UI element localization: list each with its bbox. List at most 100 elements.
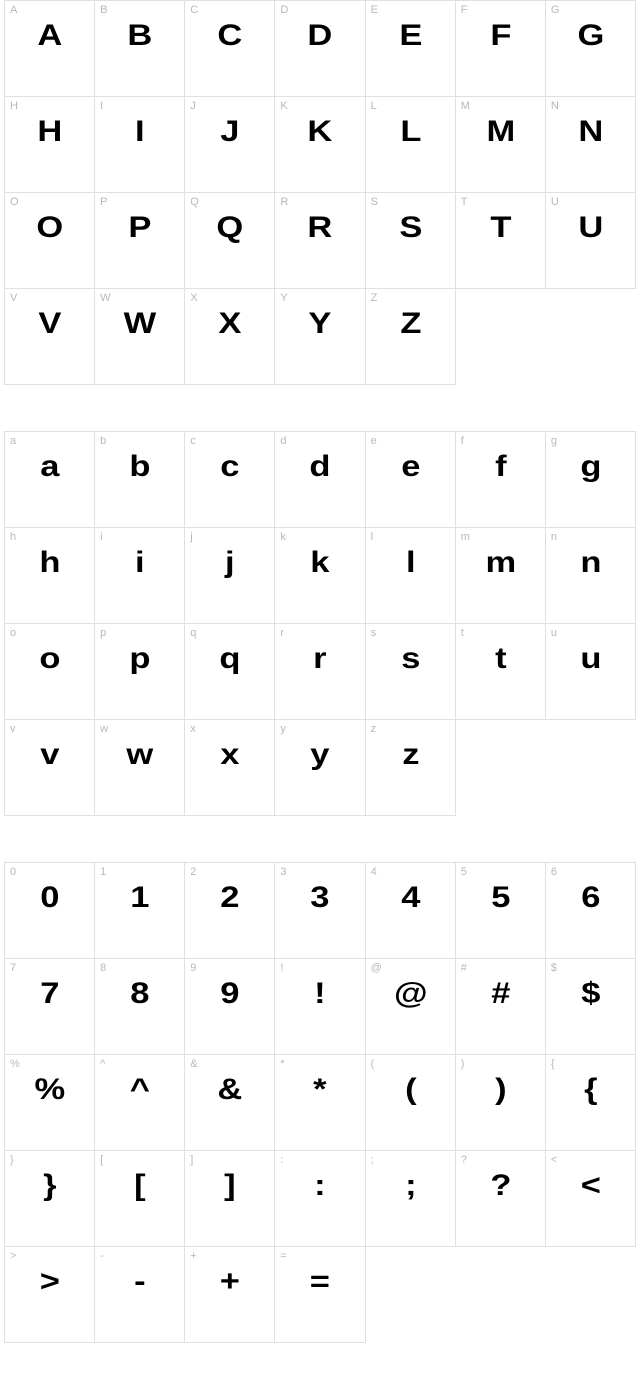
cell-glyph: l bbox=[359, 546, 462, 580]
cell-glyph: 0 bbox=[0, 881, 101, 915]
cell-label: E bbox=[371, 4, 378, 16]
cell-glyph: % bbox=[0, 1073, 101, 1107]
glyph-cell: -- bbox=[95, 1247, 185, 1343]
cell-label: S bbox=[371, 196, 378, 208]
glyph-cell bbox=[366, 1247, 456, 1342]
cell-glyph: K bbox=[269, 115, 372, 149]
cell-label: m bbox=[461, 531, 470, 543]
glyph-cell bbox=[546, 720, 636, 815]
cell-glyph: x bbox=[179, 738, 282, 772]
glyph-cell: DD bbox=[275, 1, 365, 97]
cell-label: x bbox=[190, 723, 196, 735]
glyph-cell bbox=[456, 720, 546, 815]
glyph-cell: :: bbox=[275, 1151, 365, 1247]
cell-label: - bbox=[100, 1250, 104, 1262]
cell-glyph: e bbox=[359, 450, 462, 484]
cell-glyph: t bbox=[449, 642, 552, 676]
glyph-cell: }} bbox=[5, 1151, 95, 1247]
glyph-cell: jj bbox=[185, 528, 275, 624]
cell-label: c bbox=[190, 435, 196, 447]
glyph-cell: BB bbox=[95, 1, 185, 97]
glyph-cell: )) bbox=[456, 1055, 546, 1151]
glyph-cell: $$ bbox=[546, 959, 636, 1055]
cell-label: V bbox=[10, 292, 17, 304]
cell-glyph: 7 bbox=[0, 977, 101, 1011]
cell-glyph: R bbox=[269, 211, 372, 245]
cell-label: G bbox=[551, 4, 560, 16]
cell-glyph: h bbox=[0, 546, 101, 580]
cell-label: J bbox=[190, 100, 196, 112]
glyph-cell: kk bbox=[275, 528, 365, 624]
cell-glyph: ? bbox=[449, 1169, 552, 1203]
glyph-cell: == bbox=[275, 1247, 365, 1343]
cell-glyph: v bbox=[0, 738, 101, 772]
cell-glyph: b bbox=[88, 450, 191, 484]
cell-label: q bbox=[190, 627, 196, 639]
cell-glyph: d bbox=[269, 450, 372, 484]
glyph-cell: KK bbox=[275, 97, 365, 193]
glyph-cell: XX bbox=[185, 289, 275, 385]
glyph-cell: ll bbox=[366, 528, 456, 624]
cell-glyph: p bbox=[88, 642, 191, 676]
cell-glyph: k bbox=[269, 546, 372, 580]
glyph-cell: SS bbox=[366, 193, 456, 289]
glyph-cell: YY bbox=[275, 289, 365, 385]
cell-glyph: X bbox=[179, 307, 282, 341]
cell-glyph: H bbox=[0, 115, 101, 149]
glyph-cell: && bbox=[185, 1055, 275, 1151]
cell-glyph: 9 bbox=[179, 977, 282, 1011]
cell-label: ^ bbox=[100, 1058, 105, 1070]
cell-label: j bbox=[190, 531, 192, 543]
cell-label: H bbox=[10, 100, 18, 112]
glyph-cell: ## bbox=[456, 959, 546, 1055]
glyph-cell bbox=[456, 289, 546, 384]
glyph-cell: pp bbox=[95, 624, 185, 720]
glyph-cell: zz bbox=[366, 720, 456, 816]
cell-label: # bbox=[461, 962, 467, 974]
glyph-cell: @@ bbox=[366, 959, 456, 1055]
cell-glyph: 5 bbox=[449, 881, 552, 915]
glyph-cell: AA bbox=[5, 1, 95, 97]
cell-glyph: A bbox=[0, 19, 101, 53]
cell-label: < bbox=[551, 1154, 557, 1166]
glyph-cell: VV bbox=[5, 289, 95, 385]
cell-label: b bbox=[100, 435, 106, 447]
glyph-cell: ff bbox=[456, 432, 546, 528]
cell-glyph: P bbox=[88, 211, 191, 245]
glyph-cell: QQ bbox=[185, 193, 275, 289]
cell-glyph: < bbox=[539, 1169, 640, 1203]
cell-glyph: 3 bbox=[269, 881, 372, 915]
glyph-cell: ^^ bbox=[95, 1055, 185, 1151]
glyph-cell: yy bbox=[275, 720, 365, 816]
cell-glyph: Q bbox=[179, 211, 282, 245]
glyph-cell: ZZ bbox=[366, 289, 456, 385]
cell-glyph: & bbox=[179, 1073, 282, 1107]
cell-label: : bbox=[280, 1154, 283, 1166]
cell-label: g bbox=[551, 435, 557, 447]
cell-glyph: C bbox=[179, 19, 282, 53]
cell-label: $ bbox=[551, 962, 557, 974]
cell-label: o bbox=[10, 627, 16, 639]
cell-label: 2 bbox=[190, 866, 196, 878]
cell-label: t bbox=[461, 627, 464, 639]
cell-label: 4 bbox=[371, 866, 377, 878]
cell-glyph: D bbox=[269, 19, 372, 53]
cell-glyph: m bbox=[449, 546, 552, 580]
cell-label: z bbox=[371, 723, 377, 735]
cell-glyph: [ bbox=[88, 1169, 191, 1203]
cell-label: X bbox=[190, 292, 197, 304]
cell-label: Q bbox=[190, 196, 199, 208]
cell-glyph: = bbox=[269, 1265, 372, 1299]
cell-label: a bbox=[10, 435, 16, 447]
glyph-cell: %% bbox=[5, 1055, 95, 1151]
symbols-grid: 00112233445566778899!!@@##$$%%^^&&**(())… bbox=[4, 862, 636, 1343]
cell-glyph: M bbox=[449, 115, 552, 149]
cell-glyph: E bbox=[359, 19, 462, 53]
character-map: AABBCCDDEEFFGGHHIIJJKKLLMMNNOOPPQQRRSSTT… bbox=[0, 0, 640, 1343]
cell-label: C bbox=[190, 4, 198, 16]
glyph-cell: II bbox=[95, 97, 185, 193]
glyph-cell: rr bbox=[275, 624, 365, 720]
cell-glyph: y bbox=[269, 738, 372, 772]
cell-label: 9 bbox=[190, 962, 196, 974]
cell-label: * bbox=[280, 1058, 284, 1070]
